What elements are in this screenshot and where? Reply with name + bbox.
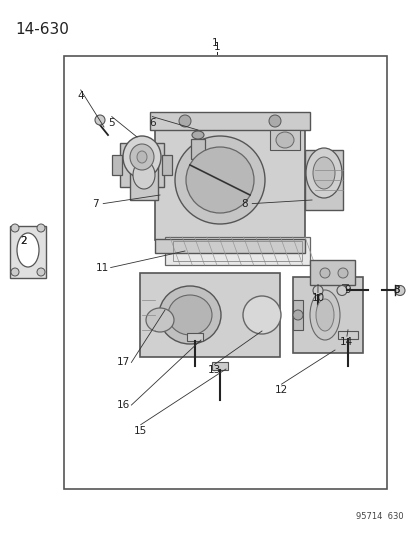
Text: 1: 1 bbox=[211, 38, 218, 47]
Text: 14-630: 14-630 bbox=[15, 22, 69, 37]
Text: 12: 12 bbox=[274, 385, 287, 395]
Circle shape bbox=[336, 286, 346, 295]
Text: 5: 5 bbox=[108, 118, 115, 127]
Text: 3: 3 bbox=[392, 286, 399, 295]
Bar bbox=[187, 333, 202, 341]
Circle shape bbox=[95, 115, 105, 125]
Bar bbox=[337, 331, 357, 339]
Bar bbox=[154, 239, 304, 253]
Text: 13: 13 bbox=[207, 366, 221, 375]
Text: 1: 1 bbox=[213, 42, 220, 52]
Text: 4: 4 bbox=[77, 91, 84, 101]
Ellipse shape bbox=[242, 296, 280, 334]
Bar bbox=[140, 273, 279, 357]
Ellipse shape bbox=[185, 147, 254, 213]
Text: 95714  630: 95714 630 bbox=[356, 512, 403, 521]
Bar bbox=[190, 139, 204, 159]
Circle shape bbox=[337, 268, 347, 278]
Ellipse shape bbox=[275, 132, 293, 148]
Text: 15: 15 bbox=[134, 426, 147, 435]
Text: 2: 2 bbox=[21, 236, 27, 246]
Circle shape bbox=[37, 224, 45, 232]
Text: 8: 8 bbox=[240, 199, 247, 208]
Bar bbox=[150, 112, 309, 130]
Circle shape bbox=[319, 268, 329, 278]
Text: 17: 17 bbox=[116, 358, 130, 367]
Ellipse shape bbox=[17, 233, 39, 267]
Text: 11: 11 bbox=[96, 263, 109, 272]
Bar bbox=[112, 155, 122, 175]
Ellipse shape bbox=[315, 299, 333, 331]
Ellipse shape bbox=[312, 157, 334, 189]
Circle shape bbox=[394, 286, 404, 295]
Text: 9: 9 bbox=[344, 286, 350, 295]
Text: 14: 14 bbox=[339, 337, 353, 347]
Bar bbox=[64, 56, 386, 489]
Circle shape bbox=[312, 286, 322, 295]
Ellipse shape bbox=[137, 151, 147, 163]
Text: 6: 6 bbox=[149, 118, 155, 127]
Text: 10: 10 bbox=[311, 294, 324, 303]
Bar bbox=[120, 143, 164, 187]
Text: 7: 7 bbox=[92, 199, 98, 208]
Bar bbox=[292, 300, 302, 330]
Ellipse shape bbox=[130, 144, 154, 170]
Bar bbox=[165, 237, 309, 265]
Bar bbox=[10, 226, 46, 278]
Bar bbox=[130, 150, 158, 200]
Ellipse shape bbox=[175, 136, 264, 224]
Text: 3: 3 bbox=[392, 286, 399, 295]
Bar bbox=[154, 130, 304, 240]
Ellipse shape bbox=[168, 295, 211, 335]
Circle shape bbox=[11, 224, 19, 232]
Bar bbox=[309, 260, 354, 285]
Circle shape bbox=[268, 115, 280, 127]
Bar bbox=[211, 362, 228, 370]
Ellipse shape bbox=[133, 161, 154, 189]
Circle shape bbox=[292, 310, 302, 320]
Ellipse shape bbox=[309, 290, 339, 340]
Bar bbox=[173, 241, 301, 261]
Bar bbox=[304, 150, 342, 210]
Ellipse shape bbox=[123, 136, 161, 178]
Bar bbox=[292, 277, 362, 353]
Circle shape bbox=[178, 115, 190, 127]
Bar bbox=[269, 130, 299, 150]
Bar bbox=[161, 155, 171, 175]
Ellipse shape bbox=[305, 148, 341, 198]
Circle shape bbox=[37, 268, 45, 276]
Ellipse shape bbox=[146, 308, 173, 332]
Ellipse shape bbox=[192, 131, 204, 139]
Circle shape bbox=[11, 268, 19, 276]
Text: 2: 2 bbox=[21, 236, 27, 246]
Ellipse shape bbox=[159, 286, 221, 344]
Text: 16: 16 bbox=[116, 400, 130, 410]
